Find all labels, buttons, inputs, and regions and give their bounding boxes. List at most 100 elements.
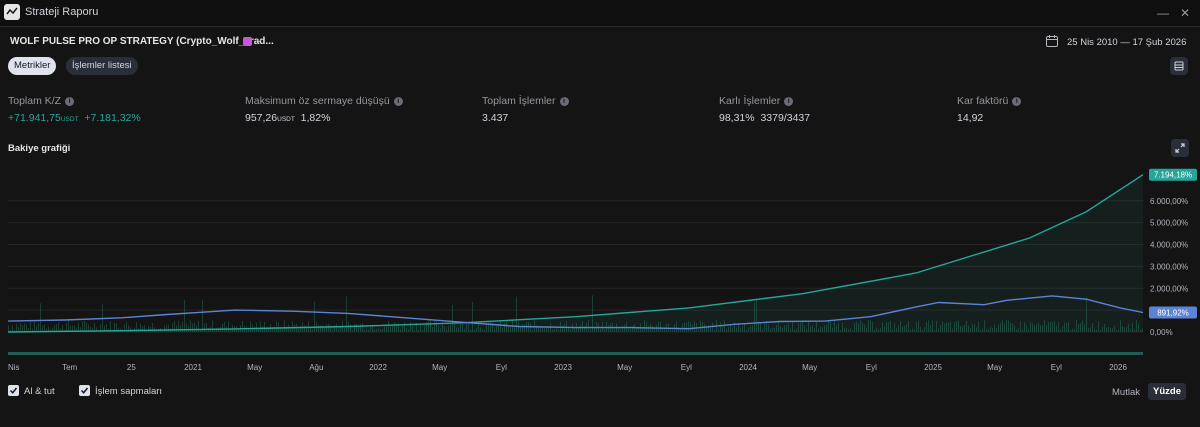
date-range[interactable]: 25 Nis 2010 — 17 Şub 2026: [1067, 37, 1187, 48]
runup-bar: [54, 325, 55, 332]
runup-bar: [866, 327, 867, 332]
runup-bar: [426, 322, 427, 332]
runup-bar: [772, 327, 773, 332]
runup-bar: [1030, 322, 1031, 332]
expand-chart-button[interactable]: [1171, 139, 1189, 157]
runup-bar: [1128, 323, 1129, 332]
tab-trades-list[interactable]: İşlemler listesi: [66, 57, 138, 75]
runup-bar: [248, 328, 249, 332]
chevron-down-icon[interactable]: ⌄: [255, 34, 264, 45]
trade-runup-checkbox[interactable]: İşlem sapmaları: [79, 385, 162, 397]
runup-bar: [972, 324, 973, 332]
metric-percent: 1,82%: [300, 112, 331, 124]
last-value-label: 891,92%: [1157, 308, 1189, 317]
runup-bar: [540, 326, 541, 332]
runup-bar: [762, 329, 763, 332]
runup-bar: [1080, 323, 1081, 332]
chart-section-title: Bakiye grafiği: [8, 143, 71, 154]
runup-bar: [386, 325, 387, 332]
runup-bar: [1098, 321, 1099, 332]
runup-bar: [1096, 329, 1097, 332]
runup-bar: [672, 329, 673, 332]
runup-bar: [36, 325, 37, 332]
equity-chart[interactable]: 0,00%1.000,00%2.000,00%3.000,00%4.000,00…: [0, 160, 1200, 378]
mode-absolute-button[interactable]: Mutlak: [1112, 387, 1140, 398]
runup-bar: [414, 329, 415, 332]
runup-bar: [956, 320, 957, 332]
runup-bar: [144, 325, 145, 332]
settings-menu-button[interactable]: [1170, 57, 1188, 75]
x-tick-label: Eyl: [496, 363, 507, 372]
runup-bar: [40, 303, 41, 332]
runup-bar: [136, 322, 137, 332]
info-icon[interactable]: i: [784, 97, 794, 106]
runup-bar: [42, 325, 43, 332]
x-tick-label: May: [802, 363, 817, 372]
buy-hold-checkbox[interactable]: Al & tut: [8, 385, 55, 397]
time-range-bar: [8, 352, 1143, 355]
info-icon[interactable]: i: [65, 97, 75, 106]
runup-bar: [562, 325, 563, 332]
info-icon[interactable]: i: [1012, 97, 1022, 106]
runup-bar: [756, 300, 757, 332]
runup-bar: [920, 327, 921, 332]
runup-bar: [1140, 329, 1141, 332]
runup-bar: [860, 320, 861, 332]
runup-bar: [416, 322, 417, 332]
runup-bar: [206, 323, 207, 332]
tab-metrics[interactable]: Metrikler: [8, 57, 57, 75]
runup-bar: [766, 320, 767, 332]
runup-bar: [1068, 322, 1069, 332]
expand-icon: [1175, 143, 1185, 153]
checkbox-checked-icon[interactable]: [8, 385, 19, 396]
runup-bar: [930, 325, 931, 332]
minimize-icon[interactable]: —: [1157, 6, 1169, 20]
runup-bar: [984, 320, 985, 332]
runup-bar: [400, 328, 401, 332]
close-icon[interactable]: ✕: [1179, 6, 1191, 20]
runup-bar: [338, 329, 339, 332]
runup-bar: [486, 322, 487, 332]
runup-bar: [196, 324, 197, 332]
runup-bar: [898, 324, 899, 332]
runup-bar: [614, 328, 615, 332]
series-line: [7, 174, 1144, 333]
runup-bar: [864, 324, 865, 332]
runup-bar: [292, 321, 293, 332]
runup-bar: [798, 323, 799, 332]
runup-bar: [706, 325, 707, 332]
runup-bar: [896, 328, 897, 332]
runup-bar: [960, 325, 961, 332]
runup-bar: [500, 320, 501, 332]
runup-bar: [730, 324, 731, 332]
runup-bar: [694, 321, 695, 332]
runup-bar: [986, 328, 987, 332]
runup-bar: [274, 326, 275, 332]
runup-bar: [566, 320, 567, 332]
metric-total-trades: Toplam İşlemler i 3.437: [482, 95, 569, 124]
runup-bar: [456, 327, 457, 332]
info-icon[interactable]: i: [559, 97, 569, 106]
runup-bar: [250, 321, 251, 332]
runup-bar: [492, 322, 493, 332]
script-badge-icon: [243, 37, 252, 46]
runup-bar: [996, 327, 997, 332]
runup-bar: [714, 329, 715, 332]
runup-bar: [1016, 329, 1017, 332]
runup-bar: [490, 321, 491, 332]
info-icon[interactable]: i: [393, 97, 403, 106]
metric-value: 14,92: [957, 112, 984, 124]
runup-bar: [438, 326, 439, 332]
runup-bar: [742, 326, 743, 332]
strategy-title[interactable]: WOLF PULSE PRO OP STRATEGY (Crypto_Wolf_…: [10, 36, 274, 47]
runup-bar: [690, 322, 691, 332]
runup-bar: [746, 329, 747, 332]
runup-bar: [372, 324, 373, 332]
checkbox-checked-icon[interactable]: [79, 385, 90, 396]
mode-percent-button[interactable]: Yüzde: [1148, 383, 1186, 400]
runup-bar: [140, 323, 141, 332]
runup-bar: [1038, 322, 1039, 332]
calendar-icon[interactable]: [1045, 34, 1059, 48]
runup-bar: [688, 321, 689, 332]
runup-bar: [584, 326, 585, 332]
